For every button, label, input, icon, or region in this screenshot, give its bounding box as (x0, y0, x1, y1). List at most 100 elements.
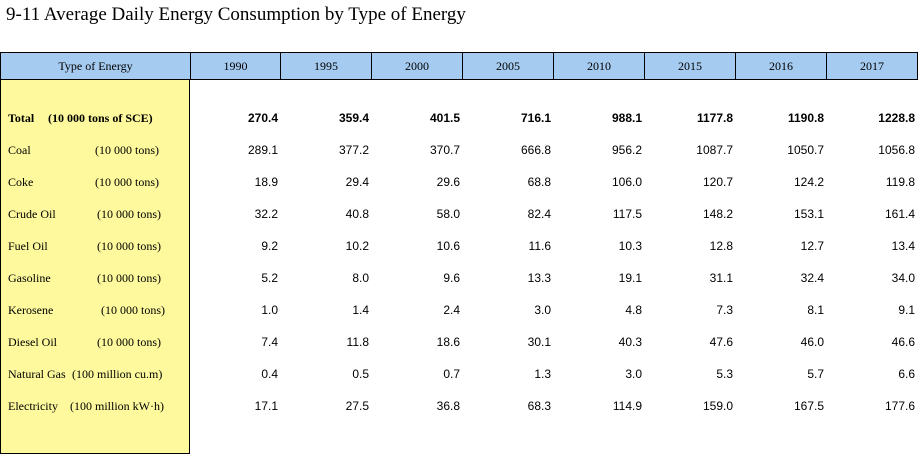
row-label: Gasoline (8, 271, 51, 285)
table-cell: 1177.8 (696, 111, 733, 125)
row-unit: (10 000 tons) (97, 239, 161, 253)
table-cell: 148.2 (702, 207, 733, 221)
table-cell: 29.6 (436, 175, 460, 189)
table-cell: 8.0 (352, 271, 369, 285)
row-label: Total (8, 111, 35, 125)
row-label: Coal (8, 143, 31, 157)
table-cell: 36.8 (436, 399, 460, 413)
table-cell: 370.7 (429, 143, 460, 157)
header-year: 2000 (371, 52, 463, 80)
row-unit: (10 000 tons) (95, 175, 159, 189)
row-unit: (10 000 tons of SCE) (48, 111, 153, 125)
page-title: 9-11 Average Daily Energy Consumption by… (6, 4, 466, 25)
table-cell: 17.1 (254, 399, 278, 413)
table-cell: 377.2 (338, 143, 369, 157)
table-cell: 12.7 (800, 239, 824, 253)
row-label: Natural Gas (8, 367, 66, 381)
header-year: 1990 (190, 52, 281, 80)
table-cell: 19.1 (618, 271, 642, 285)
table-cell: 31.1 (709, 271, 733, 285)
table-cell: 167.5 (793, 399, 824, 413)
table-cell: 2.4 (443, 303, 460, 317)
table-cell: 0.5 (352, 367, 369, 381)
table-cell: 58.0 (436, 207, 460, 221)
table-cell: 46.6 (891, 335, 915, 349)
table-cell: 124.2 (793, 175, 824, 189)
table-cell: 40.8 (345, 207, 369, 221)
table-cell: 32.2 (254, 207, 278, 221)
table-cell: 9.2 (261, 239, 278, 253)
table-row: Electricity (100 million kW·h) 17.1 27.5 36.… (0, 390, 918, 422)
table-row: Fuel Oil (10 000 tons) 9.2 10.2 10.6 11.6 10.3… (0, 230, 918, 262)
table-cell: 34.0 (891, 271, 915, 285)
table-cell: 13.4 (891, 239, 915, 253)
table-cell: 12.8 (709, 239, 733, 253)
table-cell: 29.4 (345, 175, 369, 189)
table-cell: 716.1 (520, 111, 551, 125)
header-year: 2010 (553, 52, 645, 80)
table-cell: 1190.8 (787, 111, 824, 125)
header-year: 2016 (735, 52, 827, 80)
table-cell: 5.7 (807, 367, 824, 381)
row-label: Fuel Oil (8, 239, 48, 253)
table-cell: 8.1 (807, 303, 824, 317)
table-cell: 9.6 (443, 271, 460, 285)
table-cell: 956.2 (611, 143, 642, 157)
row-unit: (100 million cu.m) (72, 367, 163, 381)
table-cell: 117.5 (612, 207, 642, 221)
table-row: Coal (10 000 tons) 289.1 377.2 370.7 666.8 956… (0, 134, 918, 166)
table-cell: 359.4 (338, 111, 369, 125)
row-unit: (10 000 tons) (97, 271, 161, 285)
row-unit: (10 000 tons) (101, 303, 165, 317)
row-label: Coke (8, 175, 34, 189)
table-cell: 988.1 (611, 111, 642, 125)
table-cell: 666.8 (520, 143, 551, 157)
table-cell: 6.6 (898, 367, 915, 381)
table-cell: 7.3 (716, 303, 733, 317)
table-row: Gasoline (10 000 tons) 5.2 8.0 9.6 13.3 19.1 31… (0, 262, 918, 294)
table-cell: 5.2 (261, 271, 278, 285)
table-cell: 120.7 (702, 175, 733, 189)
row-label: Crude Oil (8, 207, 56, 221)
table-row: Kerosene (10 000 tons) 1.0 1.4 2.4 3.0 4.8 7.3 8… (0, 294, 918, 326)
header-year: 2017 (826, 52, 918, 80)
table-cell: 10.6 (436, 239, 460, 253)
table-row: Total (10 000 tons of SCE) 270.4 359.4 401.5… (0, 102, 918, 134)
table-cell: 270.4 (247, 111, 278, 125)
header-year: 2005 (462, 52, 554, 80)
table-cell: 68.3 (527, 399, 551, 413)
header-year: 2015 (644, 52, 736, 80)
table-cell: 7.4 (261, 335, 278, 349)
table-cell: 18.9 (254, 175, 278, 189)
table-cell: 3.0 (625, 367, 642, 381)
table-cell: 30.1 (527, 335, 551, 349)
table-header-row: Type of Energy 1990 1995 2000 2005 2010 … (0, 52, 918, 80)
row-unit: (100 million kW·h) (70, 399, 164, 413)
table-cell: 11.6 (528, 239, 551, 253)
table-cell: 5.3 (716, 367, 733, 381)
table-cell: 11.8 (346, 335, 369, 349)
row-label: Diesel Oil (8, 335, 57, 349)
table-cell: 47.6 (709, 335, 733, 349)
table-row: Diesel Oil (10 000 tons) 7.4 11.8 18.6 30.1 40… (0, 326, 918, 358)
table-cell: 10.3 (618, 239, 642, 253)
table-cell: 27.5 (345, 399, 369, 413)
table-cell: 289.1 (247, 143, 278, 157)
table-cell: 18.6 (436, 335, 460, 349)
table-cell: 177.6 (884, 399, 915, 413)
table-cell: 106.0 (611, 175, 642, 189)
table-cell: 1087.7 (696, 143, 733, 157)
table-cell: 1050.7 (787, 143, 824, 157)
table-cell: 3.0 (534, 303, 551, 317)
table-row: Natural Gas (100 million cu.m) 0.4 0.5 0.7 1.… (0, 358, 918, 390)
table-cell: 401.5 (429, 111, 460, 125)
table-cell: 82.4 (527, 207, 551, 221)
table-cell: 10.2 (345, 239, 369, 253)
table-cell: 1.4 (352, 303, 369, 317)
table-cell: 119.8 (885, 175, 915, 189)
header-year: 1995 (280, 52, 372, 80)
table-cell: 159.0 (702, 399, 733, 413)
table-cell: 13.3 (527, 271, 551, 285)
row-unit: (10 000 tons) (95, 143, 159, 157)
table-row: Coke (10 000 tons) 18.9 29.4 29.6 68.8 106.0 12… (0, 166, 918, 198)
